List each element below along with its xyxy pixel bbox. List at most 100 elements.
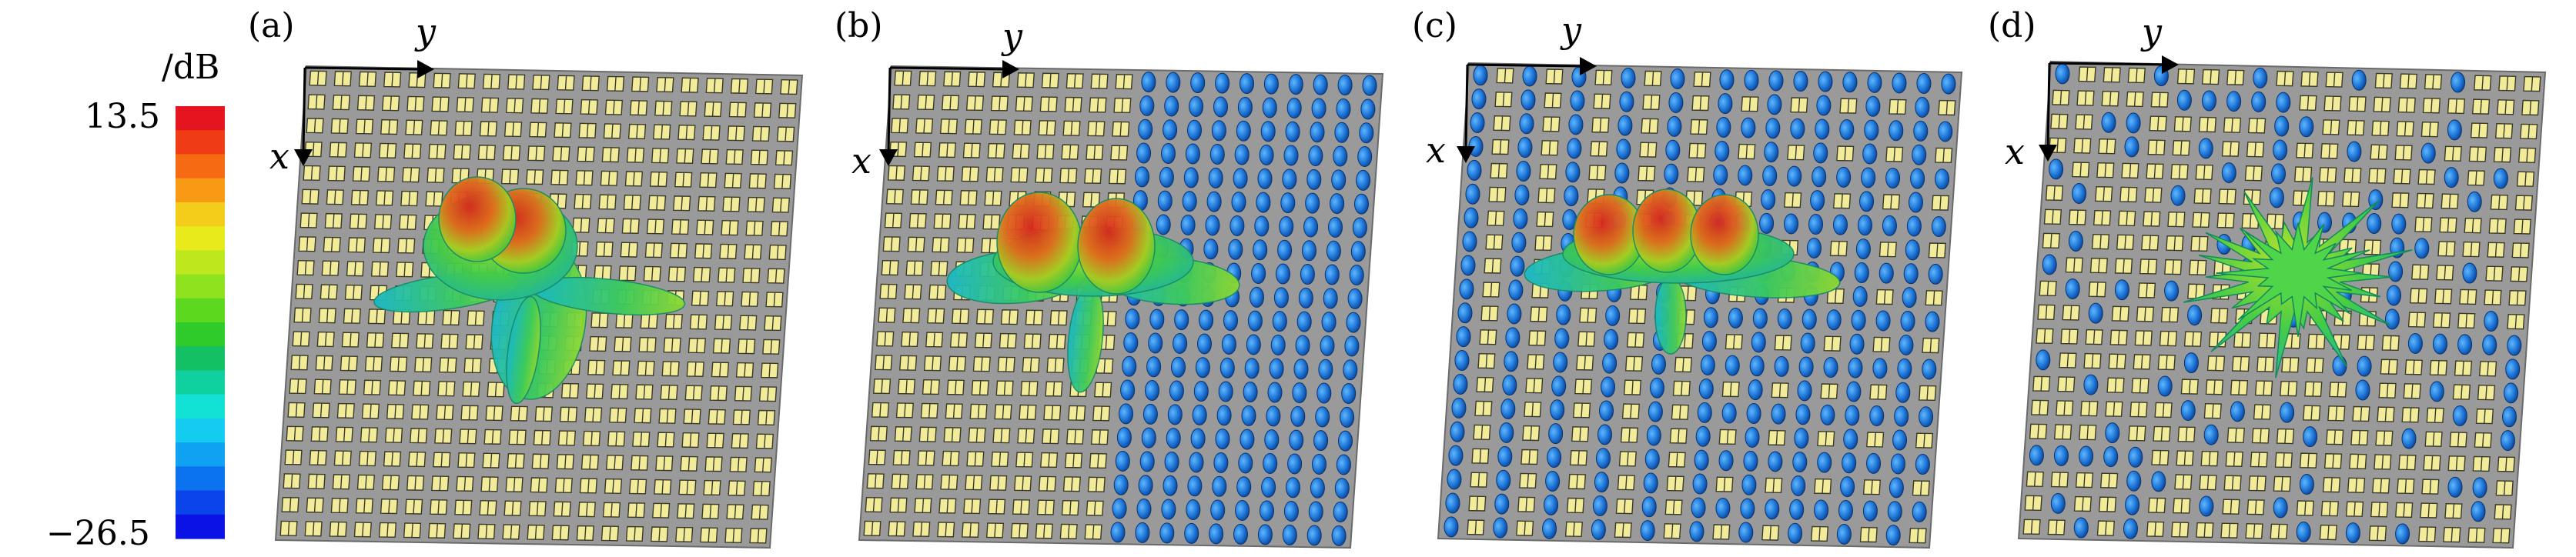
blue-unit-cell	[2125, 494, 2140, 515]
blue-unit-cell	[1356, 169, 1371, 191]
unit-cell-divider	[330, 237, 333, 252]
unit-cell-divider	[1069, 145, 1072, 159]
unit-cell-divider	[878, 426, 880, 441]
unit-cell-divider	[537, 122, 540, 137]
colorbar-swatch	[176, 298, 225, 323]
unit-cell-divider	[1026, 405, 1029, 420]
unit-cell-divider	[332, 213, 335, 228]
blue-unit-cell	[2391, 213, 2407, 235]
unit-cell-divider	[538, 98, 541, 114]
colorbar-swatch	[176, 178, 225, 203]
unit-cell-divider	[882, 355, 885, 370]
unit-cell-divider	[440, 452, 443, 467]
unit-cell-divider	[659, 148, 661, 163]
blue-unit-cell	[1814, 499, 1829, 521]
blue-unit-cell	[1235, 500, 1250, 522]
unit-cell-divider	[2231, 118, 2233, 132]
unit-cell-divider	[1574, 498, 1577, 513]
unit-cell-divider	[1923, 433, 1925, 448]
unit-cell-divider	[2208, 451, 2211, 466]
blue-unit-cell	[1149, 309, 1165, 330]
unit-cell-divider	[1678, 405, 1681, 420]
blue-unit-cell	[1334, 478, 1350, 499]
colorbar-swatch	[176, 322, 225, 347]
unit-cell-divider	[607, 171, 611, 186]
unit-cell-divider	[490, 453, 493, 468]
unit-cell-divider	[2110, 67, 2113, 82]
blue-unit-cell	[1288, 74, 1303, 95]
unit-cell-divider	[386, 143, 389, 158]
unit-cell-divider	[975, 428, 979, 442]
unit-cell-divider	[778, 222, 781, 236]
blue-unit-cell	[1668, 92, 1684, 113]
unit-cell-divider	[1545, 188, 1548, 203]
unit-cell-divider	[874, 473, 877, 489]
unit-cell-divider	[2203, 165, 2206, 180]
unit-cell-divider	[368, 427, 370, 442]
unit-cell-divider	[584, 147, 587, 162]
unit-cell-divider	[1531, 402, 1534, 417]
blue-unit-cell	[1195, 357, 1210, 379]
unit-cell-divider	[1745, 144, 1748, 159]
blue-unit-cell	[1912, 501, 1927, 522]
blue-unit-cell	[2502, 406, 2517, 428]
unit-cell-divider	[634, 148, 637, 162]
unit-cell-divider	[885, 308, 888, 322]
blue-unit-cell	[2345, 522, 2360, 544]
blue-unit-cell	[1161, 499, 1176, 520]
unit-cell-divider	[2213, 379, 2216, 395]
blue-unit-cell	[1692, 473, 1708, 495]
unit-cell-divider	[2033, 472, 2036, 487]
blue-unit-cell	[1243, 382, 1258, 403]
blue-unit-cell	[2029, 445, 2044, 466]
unit-cell-divider	[2354, 120, 2357, 135]
blue-unit-cell	[1115, 450, 1130, 472]
unit-cell-divider	[1002, 405, 1005, 419]
blue-unit-cell	[2203, 424, 2219, 445]
blue-unit-cell	[1823, 357, 1838, 379]
blue-unit-cell	[1336, 98, 1351, 119]
blue-unit-cell	[2036, 349, 2051, 371]
unit-cell-divider	[1102, 382, 1105, 397]
unit-cell-divider	[2165, 355, 2168, 370]
unit-cell-divider	[1778, 382, 1781, 398]
unit-cell-divider	[408, 191, 411, 206]
blue-unit-cell	[2176, 89, 2192, 111]
unit-cell-divider	[587, 99, 590, 115]
unit-cell-divider	[1480, 425, 1484, 440]
blue-unit-cell	[1516, 161, 1531, 182]
blue-unit-cell	[1892, 429, 1908, 451]
unit-cell-divider	[1699, 95, 1702, 111]
blue-unit-cell	[1859, 191, 1875, 212]
blue-unit-cell	[1362, 75, 1377, 96]
unit-cell-divider	[783, 150, 785, 165]
unit-cell-divider	[343, 427, 346, 442]
unit-cell-divider	[614, 455, 616, 470]
blue-unit-cell	[1306, 168, 1322, 190]
blue-unit-cell	[2467, 191, 2482, 212]
unit-cell-divider	[774, 268, 778, 283]
blue-unit-cell	[1522, 65, 1537, 87]
unit-cell-divider	[2478, 123, 2481, 138]
blue-unit-cell	[1282, 524, 1297, 545]
blue-unit-cell	[1354, 193, 1369, 215]
unit-cell-divider	[1096, 98, 1099, 112]
blue-unit-cell	[1601, 376, 1616, 398]
blue-unit-cell	[1447, 469, 1462, 490]
unit-cell-divider	[959, 309, 962, 324]
unit-cell-divider	[2481, 75, 2484, 91]
blue-unit-cell	[1444, 516, 1459, 538]
blue-unit-cell	[1186, 499, 1201, 521]
blue-unit-cell	[1910, 168, 1925, 189]
blue-unit-cell	[1323, 288, 1338, 309]
unit-cell-divider	[511, 501, 514, 515]
blue-unit-cell	[2049, 158, 2064, 180]
blue-unit-cell	[1206, 191, 1222, 212]
unit-cell-divider	[615, 432, 617, 446]
unit-cell-divider	[1581, 403, 1583, 418]
unit-cell-divider	[918, 189, 921, 205]
unit-cell-divider	[1000, 72, 1002, 87]
blue-unit-cell	[1349, 265, 1364, 286]
unit-cell-divider	[2178, 164, 2181, 179]
unit-cell-divider	[1601, 94, 1604, 108]
